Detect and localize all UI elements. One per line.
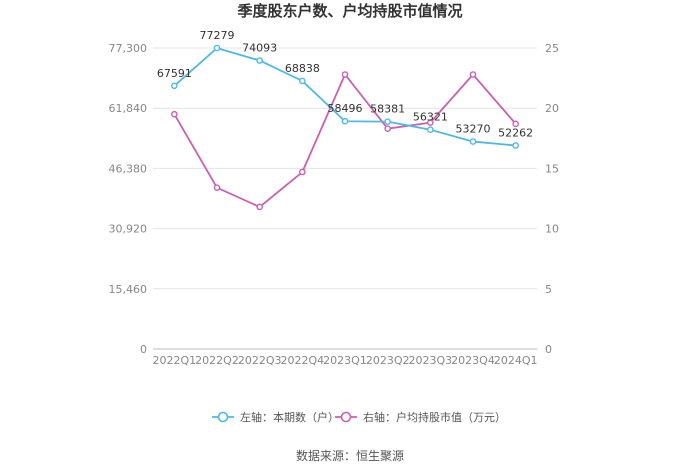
data-point <box>171 110 178 118</box>
legend: 左轴：本期数（户） 右轴：户均持股市值（万元） <box>212 410 506 424</box>
data-label: 52262 <box>498 126 533 139</box>
x-tick-label: 2023Q4 <box>451 354 495 367</box>
right-tick-label: 5 <box>545 283 552 296</box>
legend-swatch-marker <box>340 411 352 423</box>
data-point <box>469 71 477 78</box>
x-tick-label: 2022Q2 <box>195 354 239 367</box>
x-tick-label: 2024Q1 <box>494 354 538 367</box>
data-point <box>213 184 221 191</box>
x-tick-label: 2022Q1 <box>153 354 197 367</box>
data-label: 68838 <box>285 62 320 75</box>
data-label: 58381 <box>370 103 405 116</box>
x-tick-label: 2022Q3 <box>238 354 282 367</box>
data-label: 53270 <box>456 123 491 136</box>
data-label: 58496 <box>328 102 363 115</box>
grid <box>153 47 537 350</box>
data-label: 77279 <box>200 29 235 42</box>
data-point <box>427 119 434 126</box>
source-note: 数据来源：恒生聚源 <box>296 448 404 463</box>
data-point <box>341 71 349 78</box>
legend-label: 右轴：户均持股市值（万元） <box>363 410 506 424</box>
data-point <box>171 82 178 90</box>
data-point <box>256 203 263 211</box>
x-axis: 2022Q1 2022Q2 2022Q3 2022Q4 2023Q1 2023Q2 2023… <box>153 354 538 367</box>
data-point <box>512 142 519 149</box>
right-tick-label: 10 <box>545 223 559 236</box>
data-point <box>384 118 391 125</box>
right-tick-label: 25 <box>545 42 559 55</box>
data-point <box>427 126 434 133</box>
data-point <box>299 77 306 85</box>
x-tick-label: 2023Q3 <box>409 354 453 367</box>
x-tick-label: 2023Q1 <box>323 354 367 367</box>
data-point <box>512 120 519 128</box>
left-axis: 0 15,460 30,920 46,380 61,840 77,300 <box>109 42 148 356</box>
x-tick-label: 2023Q2 <box>366 354 410 367</box>
data-point <box>213 44 221 52</box>
data-label: 74093 <box>242 41 277 54</box>
right-tick-label: 15 <box>545 162 559 175</box>
legend-label: 左轴：本期数（户） <box>240 410 339 424</box>
data-labels: 67591 77279 74093 68838 58496 58381 56321 53270… <box>157 29 533 139</box>
right-tick-label: 0 <box>545 343 552 356</box>
left-tick-label: 46,380 <box>109 162 148 175</box>
series-line <box>173 72 517 208</box>
data-point <box>384 125 391 132</box>
series-layer <box>171 44 519 211</box>
left-tick-label: 0 <box>140 343 147 356</box>
data-label: 56321 <box>413 111 448 124</box>
left-tick-label: 77,300 <box>109 42 148 55</box>
left-tick-label: 15,460 <box>109 283 148 296</box>
data-point <box>299 168 306 176</box>
right-tick-label: 20 <box>545 102 559 115</box>
data-point <box>256 57 263 64</box>
x-tick-label: 2022Q4 <box>281 354 325 367</box>
data-point <box>469 138 477 145</box>
right-axis: 0 5 10 15 20 25 <box>545 42 559 356</box>
legend-swatch-marker <box>217 411 229 423</box>
left-tick-label: 30,920 <box>109 223 148 236</box>
data-label: 67591 <box>157 67 192 80</box>
chart-title: 季度股东户数、户均持股市值情况 <box>237 2 462 20</box>
data-point <box>341 117 349 125</box>
left-tick-label: 61,840 <box>109 102 148 115</box>
